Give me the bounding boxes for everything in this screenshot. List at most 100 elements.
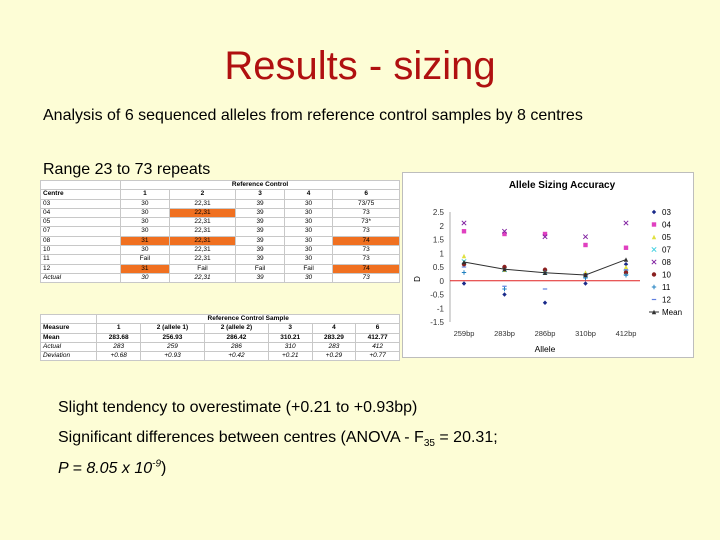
table-cell: 310: [267, 341, 313, 353]
data-point-03: [502, 292, 507, 297]
data-point-05: [623, 264, 629, 270]
table-cell: 22,31: [168, 254, 237, 265]
row-label: Actual: [39, 272, 122, 284]
table-cell: 30: [283, 235, 334, 247]
column-header: 4: [311, 323, 357, 334]
x-tick-label: 412bp: [616, 329, 637, 338]
note-anova-exp: -9: [152, 458, 162, 470]
row-label: 10: [39, 245, 122, 256]
column-header: Measure: [39, 323, 98, 334]
table-cell: 283: [96, 341, 142, 353]
legend-marker: [651, 222, 657, 227]
reference-control-sample-table: Reference Control Sample Measure 1 2 (allel…: [39, 313, 400, 362]
data-point-08: [501, 228, 508, 234]
table-cell: 22,31: [168, 235, 237, 247]
table-cell: 30: [120, 245, 170, 256]
table-cell: 22,31: [168, 207, 237, 219]
table-cell: 30: [283, 272, 334, 284]
column-header: 6: [355, 323, 400, 334]
legend-entry: 03: [662, 208, 671, 217]
table-cell: Fail: [120, 254, 170, 265]
notes: Slight tendency to overestimate (+0.21 t…: [58, 398, 498, 489]
table-cell: 73/75: [332, 198, 400, 209]
row-label: 04: [39, 207, 122, 219]
data-point-08: [582, 234, 589, 240]
table-row: Actual 30 22,31 39 30 73: [39, 272, 400, 284]
y-tick-label: 2: [440, 222, 445, 231]
y-tick-label: -1: [437, 304, 445, 313]
y-tick-label: -1.5: [430, 318, 444, 327]
table-cell: 412.77: [355, 332, 400, 343]
row-label: Deviation: [39, 351, 98, 362]
legend-marker: [651, 284, 657, 290]
data-point-mean: [583, 272, 588, 278]
data-point-10: [542, 267, 548, 272]
table-cell: 73: [332, 254, 400, 265]
table-cell: +0.68: [96, 351, 142, 362]
table-row: 07 30 22,31 39 30 73: [39, 226, 400, 237]
table-cell: 30: [283, 217, 334, 228]
table-cell: 39: [235, 235, 285, 247]
intro-text: Analysis of 6 sequenced alleles from ref…: [43, 107, 583, 124]
data-point-mean: [461, 259, 467, 265]
table-cell: 412: [355, 341, 400, 353]
note-overestimate: Slight tendency to overestimate (+0.21 t…: [58, 399, 418, 416]
data-point-11: [623, 273, 629, 278]
legend-entry: 07: [662, 246, 671, 255]
table-cell: [39, 179, 122, 191]
legend-marker: [651, 246, 657, 253]
table-cell: 30: [283, 226, 334, 237]
table-cell: 31: [120, 263, 170, 274]
table-cell: 39: [235, 226, 285, 237]
column-header: 2 (allele 1): [140, 323, 205, 334]
table-cell: 73*: [332, 217, 400, 228]
table-cell: 31: [120, 235, 170, 247]
table-cell: 22,31: [168, 217, 237, 228]
y-tick-label: -0.5: [430, 291, 444, 300]
note-anova-p: P = 8.05 x 10: [58, 459, 153, 477]
table-cell: +0.93: [140, 351, 205, 362]
y-axis-label: D: [413, 276, 422, 282]
table-row: 10 30 22,31 39 30 73: [39, 245, 400, 256]
x-tick-label: 283bp: [494, 329, 515, 338]
data-point-04: [461, 229, 467, 234]
table-cell: Fail: [283, 263, 334, 274]
x-tick-label: 259bp: [454, 329, 475, 338]
table-cell: 30: [120, 217, 170, 228]
legend-marker: [651, 234, 657, 240]
table-cell: 30: [283, 198, 334, 209]
data-point-04: [623, 245, 629, 250]
table-header-row: Centre 1 2 3 4 6: [39, 189, 400, 200]
data-point-11: [461, 270, 467, 275]
legend-entry: 10: [662, 271, 671, 280]
data-point-03: [583, 281, 588, 286]
data-point-08: [461, 220, 467, 226]
table-row: Actual 283 259 286 310 283 412: [39, 341, 400, 353]
table-row: Mean 283.68 256.93 286.42 310.21 283.29 412.77: [39, 332, 400, 343]
table-cell: 286.42: [203, 332, 269, 343]
y-tick-label: 1.5: [433, 236, 445, 245]
table-cell: 39: [235, 272, 285, 284]
table-row: 11 Fail 22,31 39 30 73: [39, 254, 400, 265]
table-row: 04 30 22,31 39 30 73: [39, 207, 400, 219]
column-header: 3: [235, 189, 285, 200]
table-cell: 74: [332, 235, 400, 247]
table-cell: 73: [332, 226, 400, 237]
row-label: 05: [39, 217, 122, 228]
table-cell: 286: [203, 341, 269, 353]
table-cell: 73: [332, 245, 400, 256]
table-cell: +0.77: [355, 351, 400, 362]
data-point-03: [542, 300, 548, 305]
column-header: 2 (allele 2): [203, 323, 269, 334]
table-cell: +0.42: [203, 351, 269, 362]
data-point-08: [623, 220, 629, 226]
table-cell: 256.93: [140, 332, 205, 343]
legend-marker: [651, 272, 657, 277]
legend-marker: [651, 259, 657, 265]
row-label: 07: [39, 226, 122, 237]
table-row: 03 30 22,31 39 30 73/75: [39, 198, 400, 209]
column-header: 4: [283, 189, 334, 200]
legend-entry: 08: [662, 258, 671, 267]
note-anova-df: 35: [423, 438, 435, 450]
table-cell: 39: [235, 245, 285, 256]
